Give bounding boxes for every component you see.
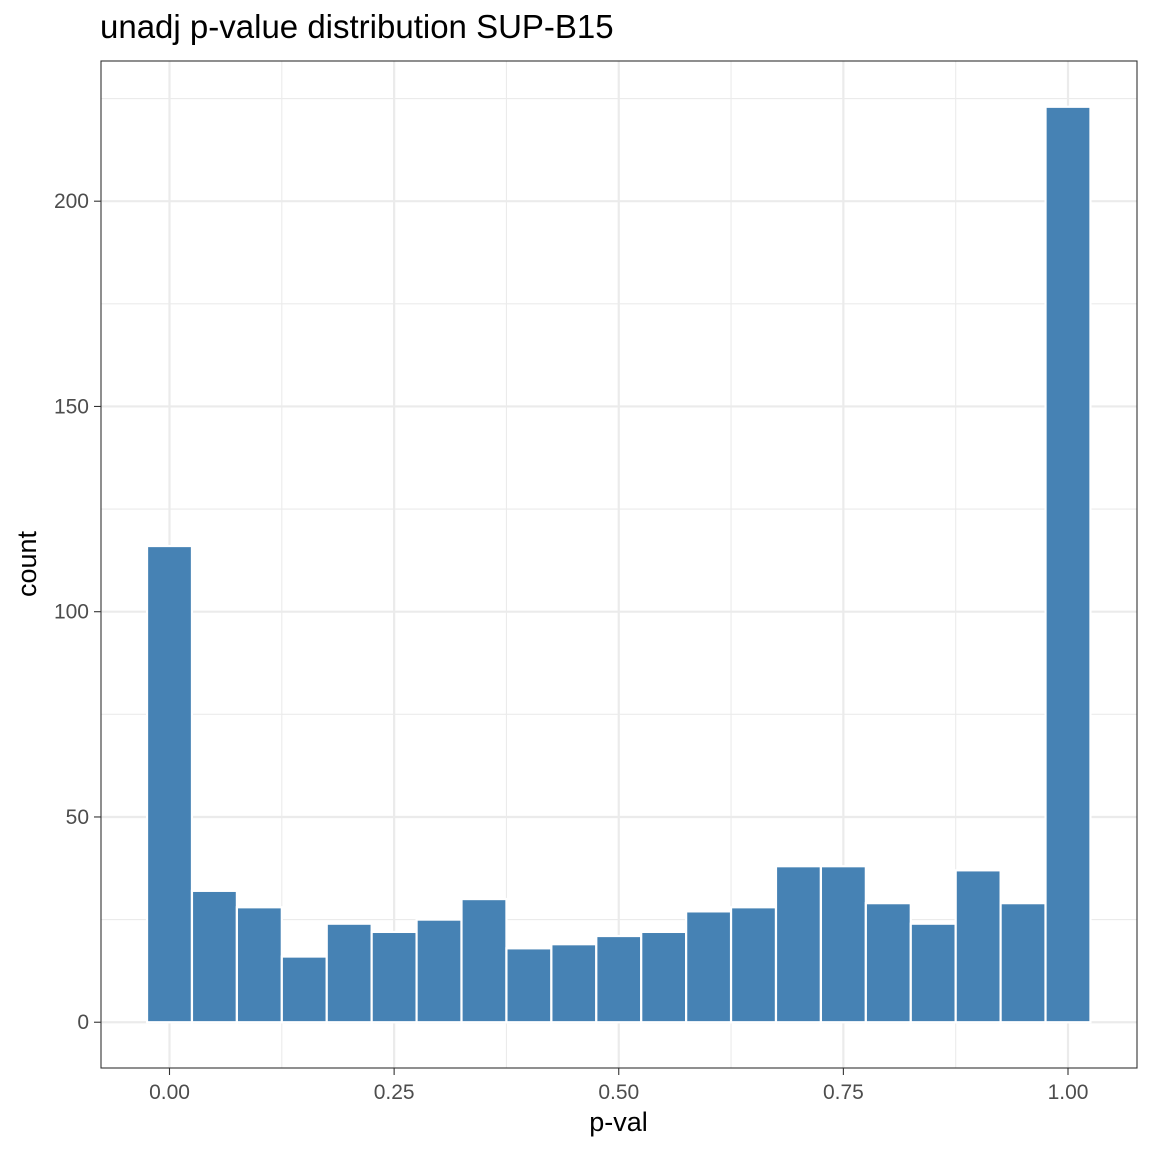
histogram-bar bbox=[1044, 105, 1092, 1024]
y-tick-label: 100 bbox=[54, 601, 89, 624]
histogram-bar bbox=[819, 865, 867, 1024]
y-tick-label: 50 bbox=[66, 806, 89, 829]
y-tick-label: 150 bbox=[54, 395, 89, 418]
y-axis-title: count bbox=[12, 530, 42, 597]
histogram-bar bbox=[909, 922, 957, 1024]
histogram-bar bbox=[460, 897, 508, 1024]
histogram-bar bbox=[685, 910, 733, 1024]
histogram-bar bbox=[550, 943, 598, 1024]
histogram-bar bbox=[999, 902, 1047, 1024]
histogram-bar bbox=[325, 922, 373, 1024]
histogram-bar bbox=[505, 947, 553, 1024]
chart-title: unadj p-value distribution SUP-B15 bbox=[100, 8, 614, 45]
histogram-bar bbox=[640, 930, 688, 1024]
histogram-bar bbox=[864, 902, 912, 1024]
x-tick-label: 0.00 bbox=[149, 1081, 190, 1104]
histogram-bar bbox=[280, 955, 328, 1024]
y-axis: 0 50 100 150 200 bbox=[54, 190, 101, 1034]
histogram-bar bbox=[954, 869, 1002, 1024]
x-axis-title: p-val bbox=[589, 1107, 648, 1137]
histogram-bar bbox=[729, 906, 778, 1024]
x-tick-label: 0.25 bbox=[374, 1081, 415, 1104]
x-axis: 0.00 0.25 0.50 0.75 1.00 bbox=[149, 1068, 1088, 1104]
histogram-bars bbox=[145, 105, 1092, 1024]
y-tick-label: 0 bbox=[77, 1011, 89, 1034]
histogram-bar bbox=[774, 865, 823, 1024]
x-tick-label: 0.50 bbox=[598, 1081, 639, 1104]
histogram-bar bbox=[145, 544, 194, 1024]
histogram-bar bbox=[370, 930, 418, 1024]
x-tick-label: 0.75 bbox=[823, 1081, 864, 1104]
x-tick-label: 1.00 bbox=[1048, 1081, 1089, 1104]
histogram-bar bbox=[190, 889, 238, 1024]
y-tick-label: 200 bbox=[54, 190, 89, 213]
histogram-bar bbox=[595, 934, 643, 1024]
histogram-bar bbox=[415, 918, 463, 1024]
histogram-bar bbox=[235, 906, 283, 1024]
